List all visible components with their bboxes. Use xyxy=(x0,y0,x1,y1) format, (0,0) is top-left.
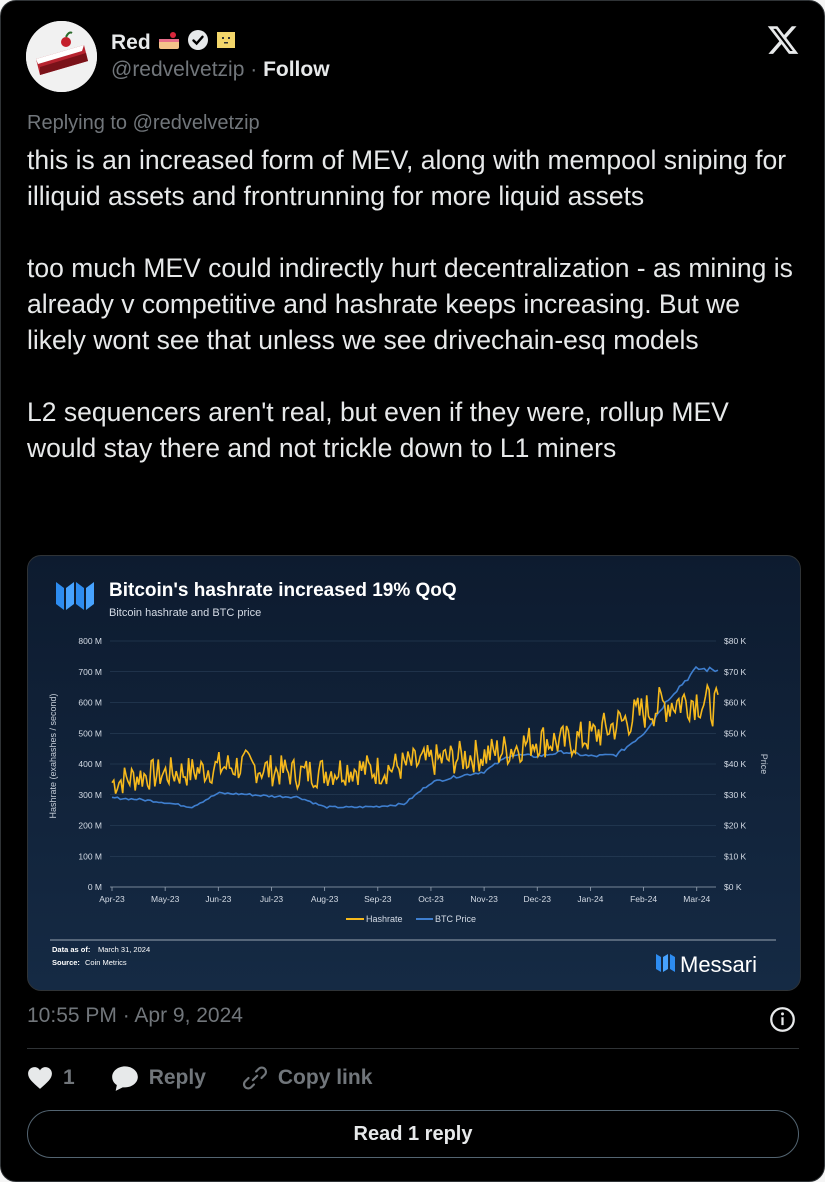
action-bar: 1 Reply Copy link xyxy=(27,1065,408,1091)
y-axis-label: Hashrate (exahashes / second) xyxy=(48,693,58,818)
x-tick-label: Jan-24 xyxy=(577,894,603,904)
follow-button[interactable]: Follow xyxy=(263,58,330,81)
y2-axis-ticks: $0 K $10 K $20 K $30 K $40 K $50 K $60 K $70 K $… xyxy=(724,636,747,892)
read-replies-label: Read 1 reply xyxy=(353,1122,473,1145)
author-handle-row: @redvelvetzip · Follow xyxy=(111,58,330,82)
y2-tick-label: $30 K xyxy=(724,790,747,800)
messari-brand: Messari xyxy=(680,952,757,977)
y-tick-label: 700 M xyxy=(78,667,102,677)
x-logo-icon[interactable] xyxy=(766,23,800,57)
x-tick-label: Nov-23 xyxy=(470,894,498,904)
cake-avatar-image xyxy=(26,21,97,92)
x-tick-label: May-23 xyxy=(151,894,180,904)
messari-logo-icon xyxy=(56,582,94,610)
box-face-emoji-icon xyxy=(215,29,237,56)
y-tick-label: 300 M xyxy=(78,790,102,800)
chart-title: Bitcoin's hashrate increased 19% QoQ xyxy=(109,580,457,601)
legend-btc-price: BTC Price xyxy=(435,914,476,924)
like-button[interactable]: 1 xyxy=(27,1066,75,1090)
tweet-media-chart[interactable]: Bitcoin's hashrate increased 19% QoQ Bit… xyxy=(27,555,801,991)
divider xyxy=(27,1048,799,1049)
series-line-hashrate xyxy=(111,682,719,794)
separator-dot: · xyxy=(250,58,258,81)
author-name[interactable]: Red xyxy=(111,30,151,54)
chart-legend: Hashrate BTC Price xyxy=(346,914,476,924)
y-tick-label: 100 M xyxy=(78,851,102,861)
author-handle[interactable]: @redvelvetzip xyxy=(111,58,245,81)
avatar[interactable] xyxy=(26,21,97,92)
y-tick-label: 500 M xyxy=(78,728,102,738)
tweet-text: this is an increased form of MEV, along … xyxy=(27,145,793,463)
copy-link-label: Copy link xyxy=(277,1066,373,1089)
link-icon xyxy=(242,1066,267,1090)
hashrate-chart: Bitcoin's hashrate increased 19% QoQ Bit… xyxy=(48,580,776,977)
y2-tick-label: $50 K xyxy=(724,728,747,738)
reply-label: Reply xyxy=(148,1066,206,1089)
reply-bubble-icon xyxy=(111,1066,138,1091)
y2-tick-label: $60 K xyxy=(724,698,747,708)
x-tick-label: Jul-23 xyxy=(260,894,283,904)
data-as-of-date: March 31, 2024 xyxy=(98,945,150,954)
x-tick-label: Aug-23 xyxy=(311,894,339,904)
x-tick-label: Sep-23 xyxy=(364,894,392,904)
y-tick-label: 600 M xyxy=(78,698,102,708)
y2-tick-label: $0 K xyxy=(724,882,742,892)
y2-tick-label: $70 K xyxy=(724,667,747,677)
y-tick-label: 0 M xyxy=(88,882,102,892)
x-tick-label: Dec-23 xyxy=(524,894,552,904)
y2-tick-label: $20 K xyxy=(724,821,747,831)
y2-tick-label: $80 K xyxy=(724,636,747,646)
y-tick-label: 800 M xyxy=(78,636,102,646)
messari-brand-logo-icon xyxy=(656,954,675,972)
tweet-timestamp[interactable]: 10:55 PM · Apr 9, 2024 xyxy=(27,1004,243,1027)
legend-hashrate: Hashrate xyxy=(366,914,403,924)
reply-button[interactable]: Reply xyxy=(111,1065,206,1091)
like-count: 1 xyxy=(63,1066,75,1089)
heart-icon xyxy=(28,1067,52,1089)
y2-tick-label: $10 K xyxy=(724,851,747,861)
source-name: Coin Metrics xyxy=(85,958,127,967)
chart-subtitle: Bitcoin hashrate and BTC price xyxy=(109,607,261,619)
copy-link-button[interactable]: Copy link xyxy=(242,1065,373,1091)
replying-to-label[interactable]: Replying to @redvelvetzip xyxy=(27,112,260,134)
x-tick-label: Mar-24 xyxy=(683,894,710,904)
source-label: Source: xyxy=(52,958,80,967)
cake-emoji-icon xyxy=(157,29,181,56)
x-tick-label: Jun-23 xyxy=(205,894,231,904)
y2-axis-label: Price xyxy=(759,754,769,775)
y-tick-label: 400 M xyxy=(78,759,102,769)
series-line-btc-price xyxy=(111,665,719,809)
verified-badge-icon xyxy=(187,29,209,56)
data-as-of-label: Data as of: xyxy=(52,945,90,954)
y-tick-label: 200 M xyxy=(78,821,102,831)
x-tick-label: Apr-23 xyxy=(99,894,125,904)
y-axis-ticks: 0 M 100 M 200 M 300 M 400 M 500 M 600 M 700 M 80… xyxy=(78,636,102,892)
info-icon[interactable] xyxy=(769,1006,796,1033)
x-tick-label: Oct-23 xyxy=(418,894,444,904)
y2-tick-label: $40 K xyxy=(724,759,747,769)
author-name-row: Red xyxy=(111,29,237,56)
x-tick-label: Feb-24 xyxy=(630,894,657,904)
read-replies-button[interactable]: Read 1 reply xyxy=(27,1110,799,1158)
x-axis-ticks: Apr-23 May-23 Jun-23 Jul-23 Aug-23 Sep-23 Oct-… xyxy=(99,887,710,904)
